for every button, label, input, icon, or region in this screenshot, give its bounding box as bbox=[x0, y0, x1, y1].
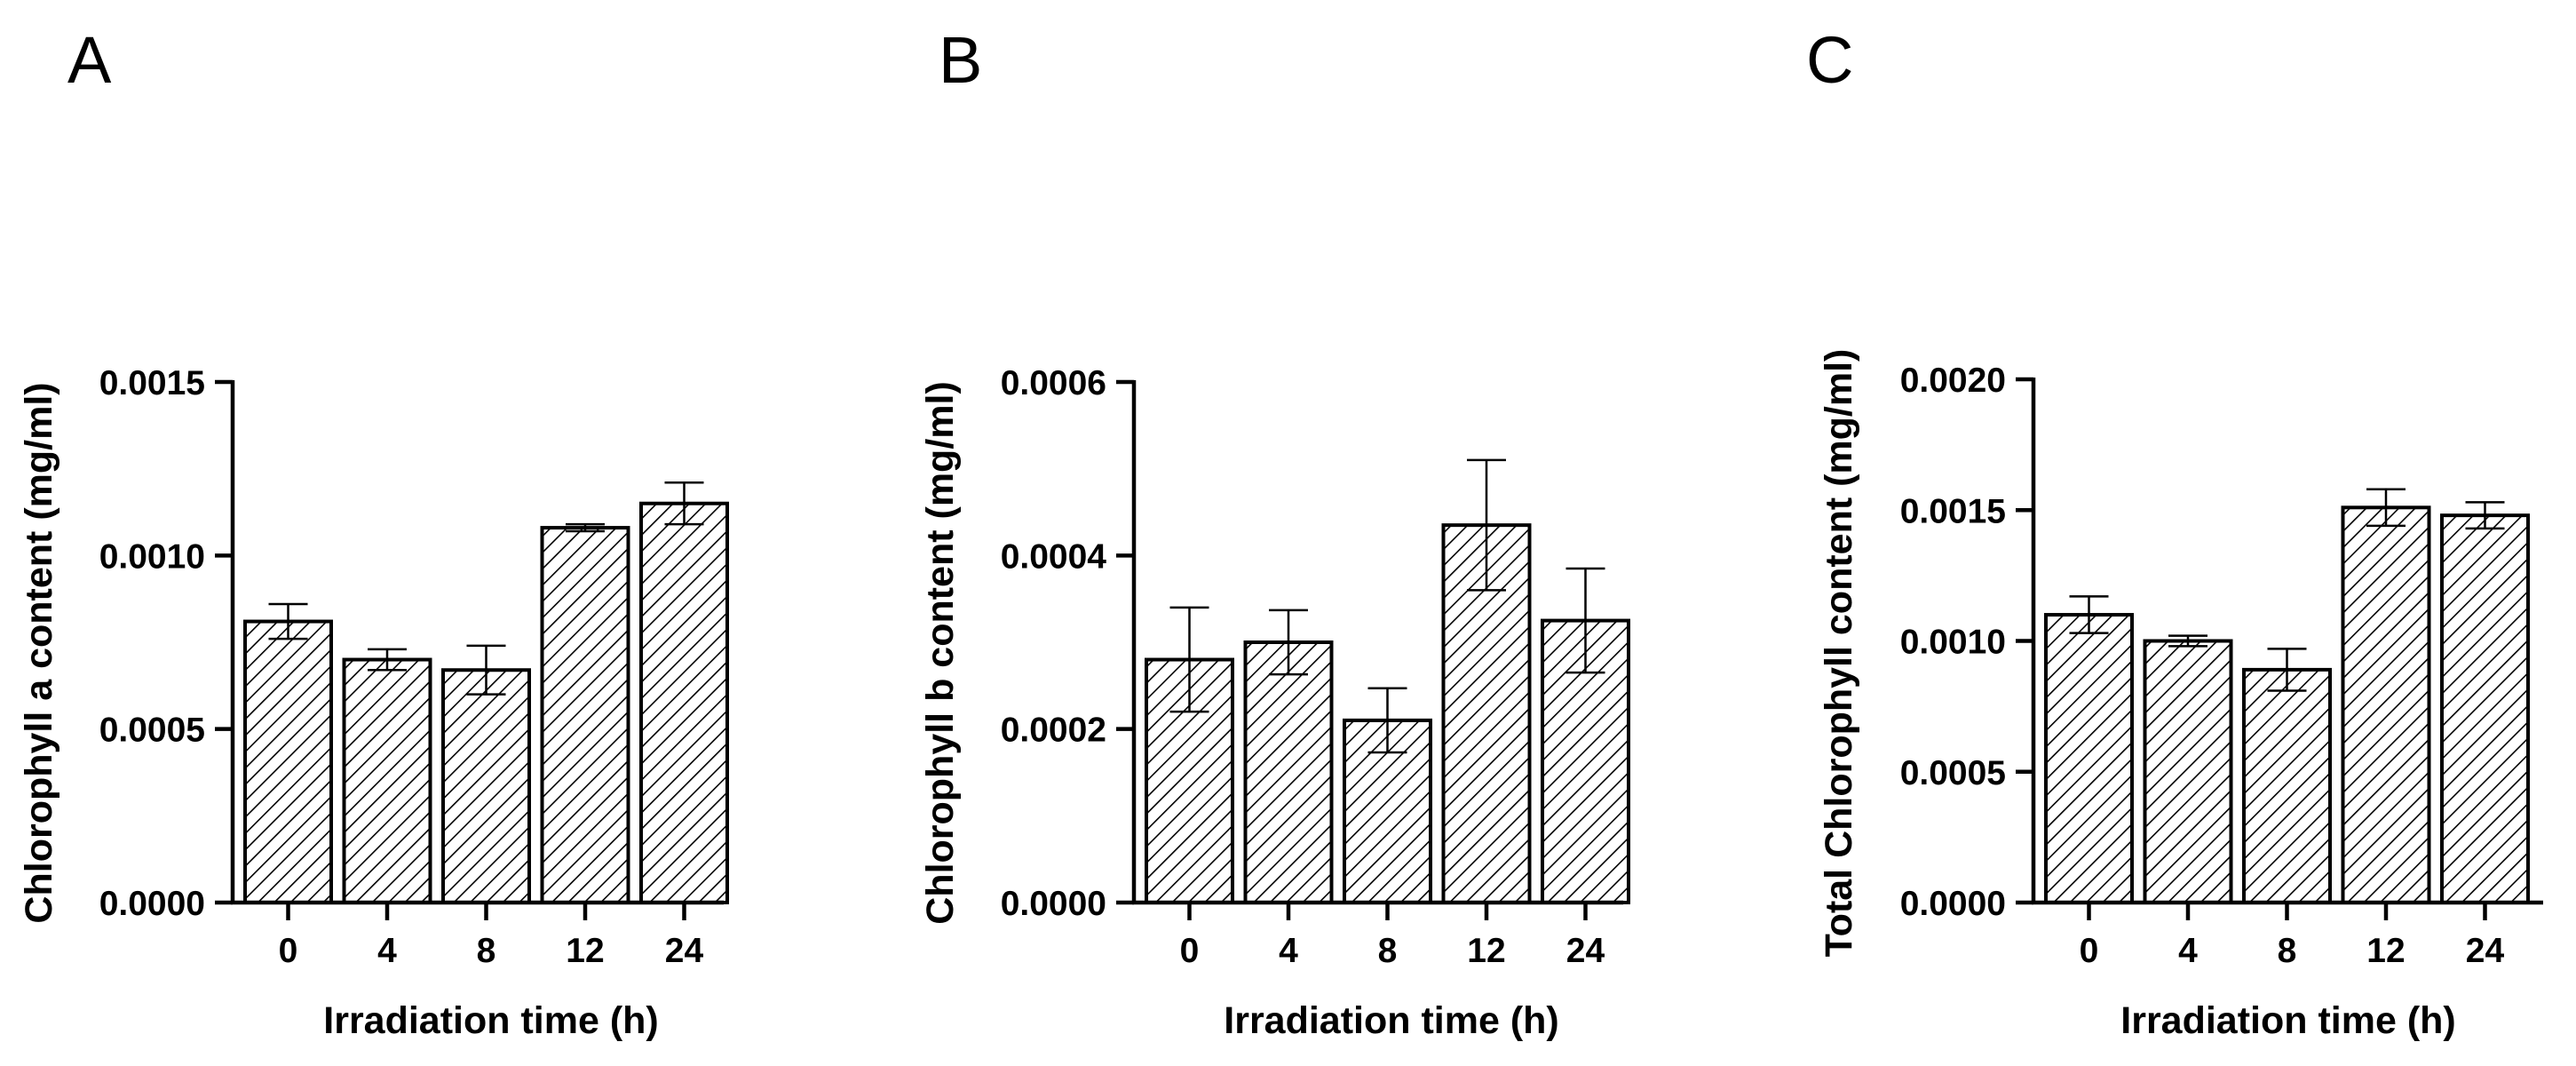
y-tick-label: 0.0000 bbox=[1900, 885, 2006, 923]
x-axis-title: Irradiation time (h) bbox=[1224, 999, 1558, 1042]
y-tick-label: 0.0000 bbox=[99, 885, 205, 923]
x-axis-title: Irradiation time (h) bbox=[323, 999, 658, 1042]
x-axis-title: Irradiation time (h) bbox=[2120, 999, 2455, 1042]
bar bbox=[441, 668, 531, 905]
bar bbox=[342, 657, 432, 904]
chart-panel-b: B Chlorophyll b content (mg/ml) Irradiat… bbox=[919, 23, 1630, 1042]
bar bbox=[243, 619, 333, 904]
bar bbox=[639, 501, 729, 904]
y-axis-title: Chlorophyll b content (mg/ml) bbox=[919, 381, 962, 925]
bar bbox=[2242, 667, 2332, 905]
y-tick-label: 0.0000 bbox=[1001, 885, 1106, 923]
x-tick-label: 12 bbox=[2366, 932, 2405, 970]
x-tick-label: 8 bbox=[1378, 932, 1398, 970]
bar bbox=[2044, 613, 2134, 904]
panel-letter-b: B bbox=[939, 23, 982, 97]
y-tick-label: 0.0015 bbox=[1900, 492, 2006, 530]
panel-letter-c: C bbox=[1806, 23, 1853, 97]
y-axis-title: Chlorophyll a content (mg/ml) bbox=[18, 382, 60, 923]
bar bbox=[2143, 639, 2233, 904]
x-tick-label: 8 bbox=[477, 932, 496, 970]
chart-panel-a: A Chlorophyll a content (mg/ml) Irradiat… bbox=[18, 23, 729, 1042]
x-tick-label: 4 bbox=[2178, 932, 2198, 970]
bar bbox=[2440, 513, 2530, 904]
x-tick-label: 24 bbox=[665, 932, 704, 970]
y-axis-title: Total Chlorophyll content (mg/ml) bbox=[1818, 349, 1860, 958]
y-tick-label: 0.0005 bbox=[1900, 754, 2006, 792]
y-tick-label: 0.0006 bbox=[1001, 364, 1106, 402]
bar bbox=[1243, 640, 1334, 904]
x-tick-label: 0 bbox=[2080, 932, 2099, 970]
y-tick-label: 0.0010 bbox=[99, 537, 205, 576]
x-tick-label: 4 bbox=[377, 932, 397, 970]
x-tick-label: 0 bbox=[279, 932, 298, 970]
y-tick-label: 0.0004 bbox=[1001, 537, 1107, 576]
y-tick-label: 0.0002 bbox=[1001, 712, 1106, 750]
bar bbox=[540, 526, 630, 905]
chart-panel-c: C Total Chlorophyll content (mg/ml) Irra… bbox=[1806, 23, 2543, 1042]
x-tick-label: 24 bbox=[1566, 932, 1605, 970]
panel-letter-a: A bbox=[67, 23, 112, 97]
y-tick-label: 0.0015 bbox=[99, 364, 205, 402]
x-tick-label: 12 bbox=[1467, 932, 1505, 970]
x-tick-label: 8 bbox=[2278, 932, 2297, 970]
y-tick-label: 0.0005 bbox=[99, 712, 205, 750]
x-tick-label: 24 bbox=[2466, 932, 2505, 970]
y-tick-label: 0.0020 bbox=[1900, 362, 2006, 400]
x-tick-label: 12 bbox=[566, 932, 604, 970]
x-tick-label: 4 bbox=[1279, 932, 1298, 970]
x-tick-label: 0 bbox=[1180, 932, 1200, 970]
bar bbox=[2341, 505, 2431, 904]
y-tick-label: 0.0010 bbox=[1900, 624, 2006, 662]
